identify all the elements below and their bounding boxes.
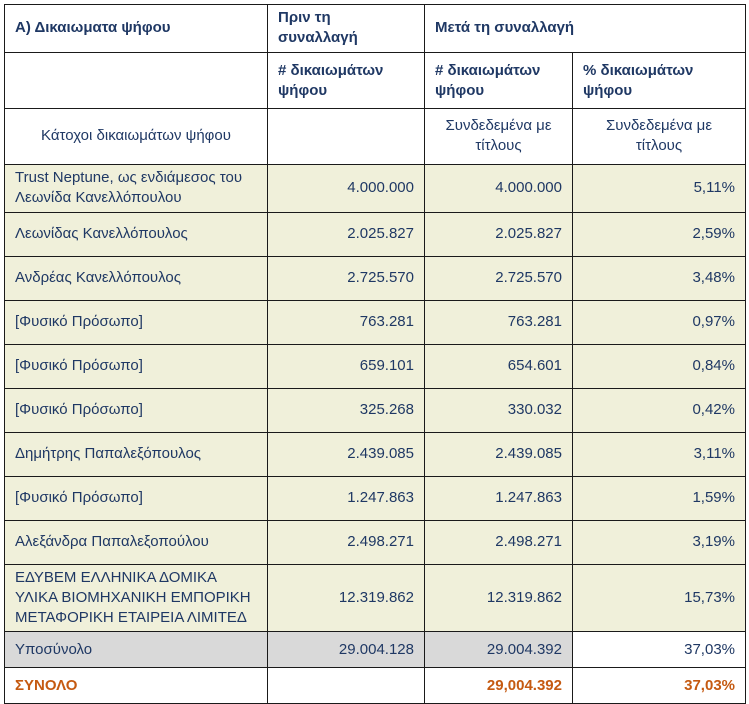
- after-percent: 3,48%: [572, 255, 746, 301]
- after-count: 2.498.271: [424, 519, 573, 565]
- after-percent: 0,84%: [572, 343, 746, 389]
- after-count-header: # δικαιωμάτων ψήφου: [424, 51, 573, 109]
- total-after-count: 29,004.392: [424, 667, 573, 704]
- header-row-measures: # δικαιωμάτων ψήφου # δικαιωμάτων ψήφου …: [4, 51, 746, 109]
- after-count: 12.319.862: [424, 563, 573, 633]
- after-percent: 15,73%: [572, 563, 746, 633]
- after-count: 2.025.827: [424, 211, 573, 257]
- after-count: 4.000.000: [424, 163, 573, 213]
- subtotal-label: Υποσύνολο: [4, 631, 268, 669]
- after-percent-header: % δικαιωμάτων ψήφου: [572, 51, 746, 109]
- after-percent: 1,59%: [572, 475, 746, 521]
- subtotal-before-count: 29.004.128: [267, 631, 425, 669]
- holder-name: Δημήτρης Παπαλεξόπουλος: [4, 431, 268, 477]
- table-row: Ανδρέας Κανελλόπουλος 2.725.570 2.725.57…: [4, 255, 746, 301]
- before-count: 12.319.862: [267, 563, 425, 633]
- table-row: Λεωνίδας Κανελλόπουλος 2.025.827 2.025.8…: [4, 211, 746, 257]
- total-row: ΣΥΝΟΛΟ 29,004.392 37,03%: [4, 667, 746, 704]
- after-percent: 3,19%: [572, 519, 746, 565]
- after-count: 330.032: [424, 387, 573, 433]
- table-row: ΕΔΥΒΕΜ ΕΛΛΗΝΙΚΑ ΔΟΜΙΚΑ ΥΛΙΚΑ ΒΙΟΜΗΧΑΝΙΚΗ…: [4, 563, 746, 633]
- after-transaction-header: Μετά τη συναλλαγή: [424, 4, 746, 53]
- after-count: 2.725.570: [424, 255, 573, 301]
- holder-name: Ανδρέας Κανελλόπουλος: [4, 255, 268, 301]
- empty-header-cell: [267, 107, 425, 165]
- linked-securities-count-header: Συνδεδεμένα με τίτλους: [424, 107, 573, 165]
- header-row-groups: Α) Δικαιωματα ψήφου Πριν τη συναλλαγή Με…: [4, 4, 746, 53]
- before-count: 763.281: [267, 299, 425, 345]
- table-row: Trust Neptune, ως ενδιάμεσος του Λεωνίδα…: [4, 163, 746, 213]
- table-row: Αλεξάνδρα Παπαλεξοπούλου 2.498.271 2.498…: [4, 519, 746, 565]
- after-percent: 0,42%: [572, 387, 746, 433]
- holder-name: Λεωνίδας Κανελλόπουλος: [4, 211, 268, 257]
- holders-header: Κάτοχοι δικαιωμάτων ψήφου: [4, 107, 268, 165]
- holder-name: ΕΔΥΒΕΜ ΕΛΛΗΝΙΚΑ ΔΟΜΙΚΑ ΥΛΙΚΑ ΒΙΟΜΗΧΑΝΙΚΗ…: [4, 563, 268, 633]
- after-count: 763.281: [424, 299, 573, 345]
- table-row: [Φυσικό Πρόσωπο] 763.281 763.281 0,97%: [4, 299, 746, 345]
- after-percent: 3,11%: [572, 431, 746, 477]
- table-row: [Φυσικό Πρόσωπο] 325.268 330.032 0,42%: [4, 387, 746, 433]
- holder-name: [Φυσικό Πρόσωπο]: [4, 343, 268, 389]
- subtotal-after-percent: 37,03%: [572, 631, 746, 669]
- subtotal-row: Υποσύνολο 29.004.128 29.004.392 37,03%: [4, 631, 746, 669]
- before-count-header: # δικαιωμάτων ψήφου: [267, 51, 425, 109]
- total-label: ΣΥΝΟΛΟ: [4, 667, 268, 704]
- before-count: 4.000.000: [267, 163, 425, 213]
- after-percent: 5,11%: [572, 163, 746, 213]
- before-count: 2.725.570: [267, 255, 425, 301]
- after-percent: 2,59%: [572, 211, 746, 257]
- after-count: 1.247.863: [424, 475, 573, 521]
- total-before-count: [267, 667, 425, 704]
- before-count: 325.268: [267, 387, 425, 433]
- before-count: 1.247.863: [267, 475, 425, 521]
- total-after-percent: 37,03%: [572, 667, 746, 704]
- after-percent: 0,97%: [572, 299, 746, 345]
- before-count: 659.101: [267, 343, 425, 389]
- linked-securities-percent-header: Συνδεδεμένα με τίτλους: [572, 107, 746, 165]
- before-count: 2.498.271: [267, 519, 425, 565]
- after-count: 2.439.085: [424, 431, 573, 477]
- before-count: 2.025.827: [267, 211, 425, 257]
- table-row: Δημήτρης Παπαλεξόπουλος 2.439.085 2.439.…: [4, 431, 746, 477]
- holder-name: [Φυσικό Πρόσωπο]: [4, 299, 268, 345]
- after-count: 654.601: [424, 343, 573, 389]
- empty-header-cell: [4, 51, 268, 109]
- voting-rights-table: Α) Δικαιωματα ψήφου Πριν τη συναλλαγή Με…: [4, 4, 746, 704]
- holder-name: Αλεξάνδρα Παπαλεξοπούλου: [4, 519, 268, 565]
- subtotal-after-count: 29.004.392: [424, 631, 573, 669]
- header-row-sublabels: Κάτοχοι δικαιωμάτων ψήφου Συνδεδεμένα με…: [4, 107, 746, 165]
- before-transaction-header: Πριν τη συναλλαγή: [267, 4, 425, 53]
- holder-name: [Φυσικό Πρόσωπο]: [4, 387, 268, 433]
- table-row: [Φυσικό Πρόσωπο] 659.101 654.601 0,84%: [4, 343, 746, 389]
- before-count: 2.439.085: [267, 431, 425, 477]
- holder-name: Trust Neptune, ως ενδιάμεσος του Λεωνίδα…: [4, 163, 268, 213]
- table-row: [Φυσικό Πρόσωπο] 1.247.863 1.247.863 1,5…: [4, 475, 746, 521]
- table-title: Α) Δικαιωματα ψήφου: [4, 4, 268, 53]
- holder-name: [Φυσικό Πρόσωπο]: [4, 475, 268, 521]
